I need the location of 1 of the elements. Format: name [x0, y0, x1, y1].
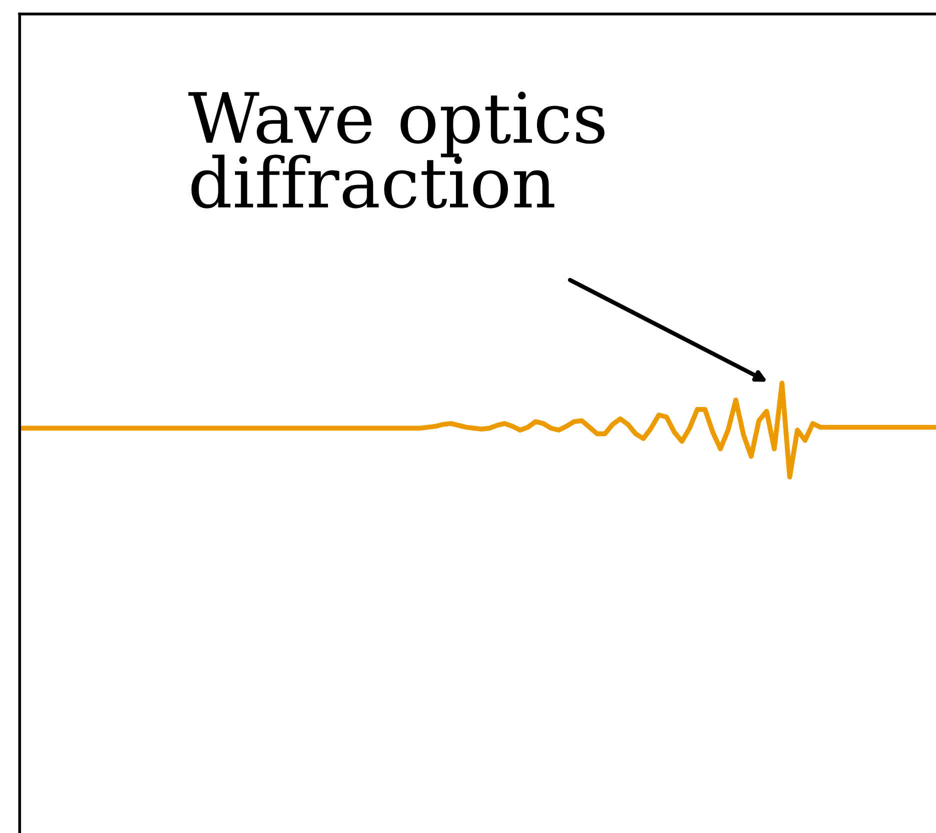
text: Wave optics diffraction	[188, 92, 604, 208]
